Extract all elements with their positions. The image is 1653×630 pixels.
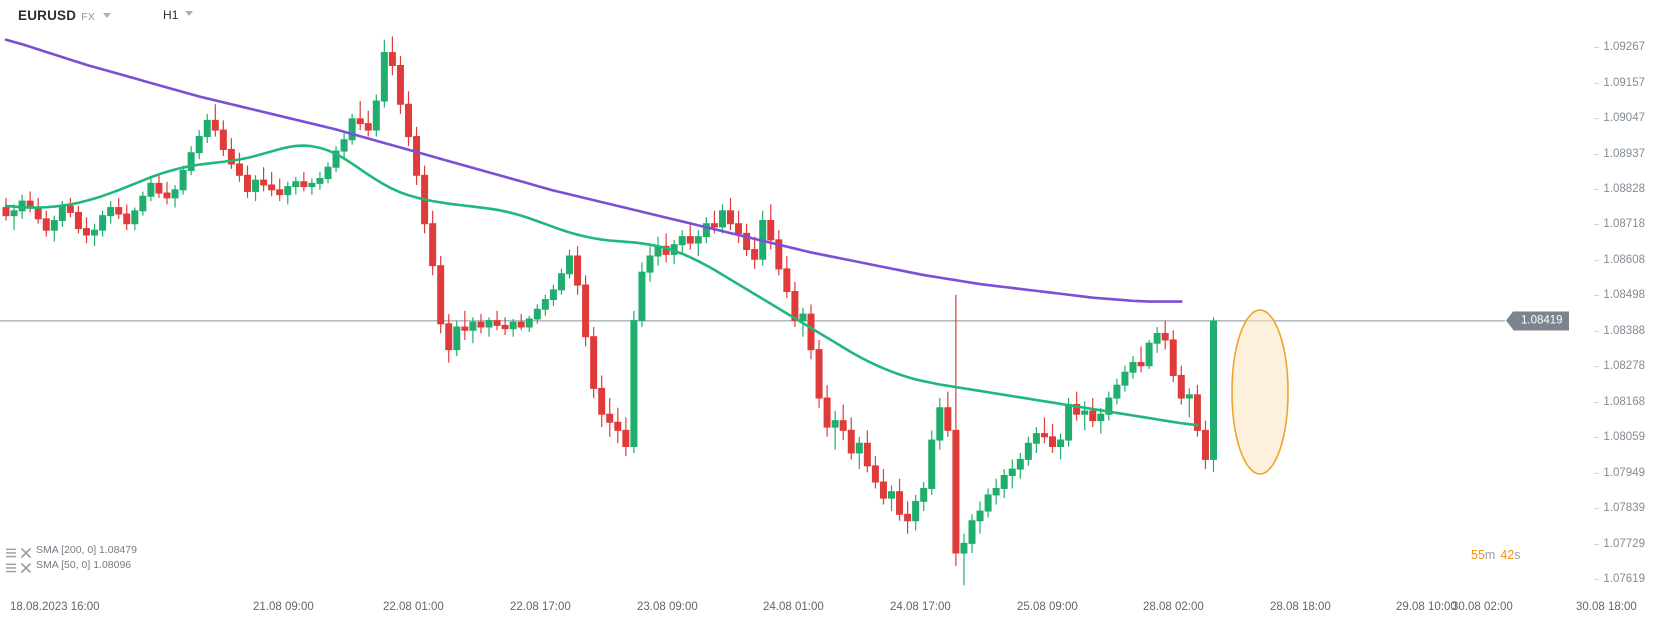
price-tick-label: 1.07949 [1594, 466, 1645, 479]
settings-icon[interactable] [6, 560, 16, 573]
bar-countdown-timer: 55m 42s [1471, 548, 1520, 562]
price-tick-label: 1.08388 [1594, 324, 1645, 337]
time-tick-label: 24.08 01:00 [763, 601, 824, 613]
time-tick-label: 25.08 09:00 [1017, 601, 1078, 613]
price-tick-label: 1.08937 [1594, 147, 1645, 160]
legend-item[interactable]: SMA [50, 0] 1.08096 [6, 558, 137, 573]
price-tick-label: 1.07619 [1594, 573, 1645, 586]
close-icon[interactable] [21, 545, 31, 558]
time-tick-label: 30.08 02:00 [1452, 601, 1513, 613]
close-icon[interactable] [21, 560, 31, 573]
sma-line [4, 38, 1183, 303]
symbol-selector[interactable]: EURUSD FX [18, 7, 112, 23]
settings-icon[interactable] [6, 545, 16, 558]
timeframe-selector[interactable]: H1 [163, 8, 194, 22]
time-tick-label: 29.08 10:00 [1396, 601, 1457, 613]
timeframe-label: H1 [163, 8, 179, 22]
time-tick-label: 22.08 17:00 [510, 601, 571, 613]
candlestick-canvas[interactable] [0, 30, 1505, 595]
price-tick-label: 1.08608 [1594, 253, 1645, 266]
price-tick-label: 1.09157 [1594, 76, 1645, 89]
chart-plot-area[interactable] [0, 30, 1505, 595]
symbol-name: EURUSD [18, 7, 77, 23]
sma-line [4, 144, 1199, 427]
current-price-badge[interactable]: 1.08419 [1506, 311, 1569, 331]
time-tick-label: 22.08 01:00 [383, 601, 444, 613]
indicator-legend: SMA [200, 0] 1.08479 SMA [50, 0] 1.08096 [6, 543, 137, 573]
price-tick-label: 1.08278 [1594, 360, 1645, 373]
time-tick-label: 28.08 18:00 [1270, 601, 1331, 613]
legend-item-label: SMA [50, 0] 1.08096 [36, 559, 132, 571]
price-tick-label: 1.08059 [1594, 431, 1645, 444]
countdown-seconds: 42 [1500, 548, 1515, 562]
price-tick-label: 1.08498 [1594, 289, 1645, 302]
candles [2, 36, 1217, 586]
legend-item-label: SMA [200, 0] 1.08479 [36, 544, 137, 556]
time-tick-label: 28.08 02:00 [1143, 601, 1204, 613]
price-tick-label: 1.09047 [1594, 112, 1645, 125]
price-tick-label: 1.07729 [1594, 537, 1645, 550]
price-axis[interactable]: 1.09267 1.09157 1.09047 1.08937 1.08828 1.087… [1471, 30, 1653, 595]
time-tick-label: 30.08 18:00 [1576, 601, 1637, 613]
time-tick-label: 18.08.2023 16:00 [10, 601, 100, 613]
countdown-minutes: 55 [1471, 548, 1485, 562]
ellipse-annotation [1231, 309, 1289, 475]
legend-item[interactable]: SMA [200, 0] 1.08479 [6, 543, 137, 558]
price-tick-label: 1.08168 [1594, 395, 1645, 408]
price-tick-label: 1.08718 [1594, 218, 1645, 231]
price-tick-label: 1.08828 [1594, 182, 1645, 195]
chart-header: EURUSD FX H1 [0, 0, 1653, 30]
countdown-seconds-unit: s [1514, 548, 1521, 562]
time-tick-label: 21.08 09:00 [253, 601, 314, 613]
price-tick-label: 1.09267 [1594, 41, 1645, 54]
time-axis[interactable]: 18.08.2023 16:00 21.08 09:00 22.08 01:00 22… [0, 595, 1653, 630]
countdown-minutes-unit: m [1484, 548, 1496, 562]
chevron-down-icon[interactable] [103, 12, 112, 18]
price-tick-label: 1.07839 [1594, 502, 1645, 515]
symbol-market: FX [81, 10, 96, 23]
chevron-down-icon[interactable] [185, 10, 194, 16]
time-tick-label: 23.08 09:00 [637, 601, 698, 613]
time-tick-label: 24.08 17:00 [890, 601, 951, 613]
